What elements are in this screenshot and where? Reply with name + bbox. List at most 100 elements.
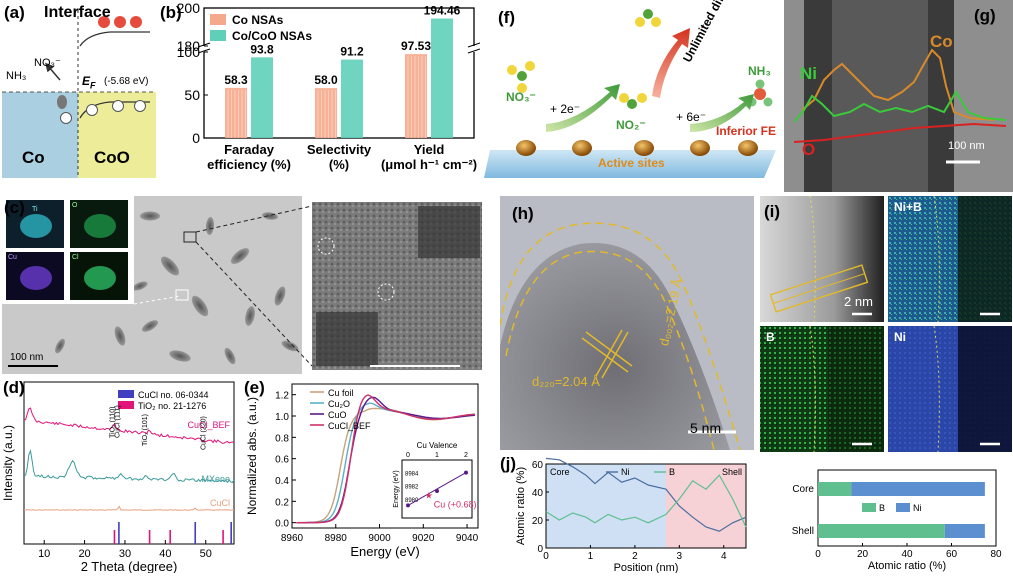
bar-value-label: 93.8: [250, 42, 274, 56]
x-tick-label: 9000: [368, 533, 391, 544]
panel-b-label: (b): [160, 3, 182, 22]
y-tick-label: 100: [177, 44, 201, 60]
panel-e: (e) 8960 8980 9000 9020 9040 0.0 0.2 0.4 0.6 0.8 1…: [240, 376, 484, 573]
catalyst-surface: [484, 150, 776, 178]
stacked-bar-ni: [851, 482, 985, 496]
scale-bar-g: 100 nm: [948, 140, 985, 152]
scale-bar-h: 5 nm: [690, 420, 722, 436]
panel-a: (a) Interface NO₃⁻ NH₃ EF (-5.68 eV) Co …: [0, 0, 158, 180]
x-tick-label: 40: [159, 548, 171, 560]
curve-cucl-bef: [23, 407, 235, 444]
y-tick-label: 1.0: [275, 412, 289, 423]
bar-co: [405, 54, 427, 138]
y-tick-label: 0.4: [275, 476, 289, 487]
x-tick-label: 80: [990, 549, 1002, 560]
inset-point: [435, 488, 439, 493]
legend-label: Co NSAs: [232, 13, 284, 27]
sites-label: Active sites: [598, 156, 665, 170]
x-tick-label: 0: [543, 551, 549, 562]
x-tick-label: 20: [857, 549, 869, 560]
map-label-ti: Ti: [32, 206, 38, 213]
nanoflake: [191, 295, 209, 317]
x-axis-label: Atomic ratio (%): [868, 560, 946, 572]
series-line-b: [545, 474, 747, 528]
conversion-arrow: [45, 62, 61, 81]
series-line-ni: [545, 457, 747, 532]
legend-label: Cu foil: [328, 388, 354, 398]
plot-frame: [23, 381, 235, 545]
step1-arrow: [546, 84, 620, 132]
outer-shell-boundary: [499, 222, 741, 451]
legend-label: Ni: [621, 467, 630, 477]
bar-value-label: 58.3: [224, 73, 248, 87]
y-tick-label: 0.2: [275, 497, 289, 508]
legend-label: TiO₂ no. 21-1276: [138, 401, 206, 411]
step2-label: + 6e⁻: [676, 110, 707, 124]
panel-i-label: (i): [764, 202, 781, 221]
stacked-bar-ni: [944, 524, 985, 538]
fe-label: Inferior FE: [716, 124, 777, 138]
bar-value-label: 194.46: [424, 4, 461, 18]
holes: [60, 100, 146, 124]
core-region: [546, 464, 666, 548]
tem-images: [2, 196, 482, 374]
peak-label: CuCl (220): [201, 416, 208, 450]
panel-a-label: (a): [4, 3, 25, 22]
no2-label: NO₂⁻: [616, 118, 646, 132]
nanoflake: [205, 217, 215, 235]
inset-x-tick-label: 2: [464, 452, 468, 459]
map-label-cu: Cu: [8, 254, 17, 261]
adsorbate-icon: [57, 95, 67, 109]
region-label-shell: Shell: [722, 467, 742, 477]
panel-c-label: (c): [4, 198, 25, 217]
hrtem-shell-image: [499, 196, 754, 451]
x-tick-label: 3: [677, 551, 683, 562]
stacked-bar-b: [818, 524, 945, 538]
x-axis-label: Energy (eV): [350, 544, 419, 559]
x-tick-label: 4: [721, 551, 727, 562]
x-axis-label: 2 Theta (degree): [81, 559, 178, 573]
nanoflake: [140, 211, 160, 221]
nitrate-molecule: [507, 61, 535, 93]
inset-highlight-label: Cu (+0.68): [434, 500, 477, 510]
peak-label: TiO₂ (110): [109, 407, 116, 439]
panel-a-diagram: [2, 10, 156, 178]
nitrate-label: NO₃⁻: [34, 57, 61, 69]
x-tick-label: 1: [588, 551, 594, 562]
category-label: (μmol h⁻¹ cm⁻²): [381, 157, 477, 172]
coo-label: CoO: [94, 148, 130, 167]
category-label: efficiency (%): [207, 157, 291, 172]
y-tick-label: 0.8: [275, 433, 289, 444]
panel-b: (b) 0 50 100 180 200 58.3 93.8 Faraday efficienc…: [158, 0, 481, 180]
electrons: [98, 16, 142, 28]
panel-g: (g) Co Ni O 100 nm: [784, 0, 1013, 192]
y-tick-label: 1.2: [275, 391, 289, 402]
bar-value-label: 58.0: [314, 73, 338, 87]
bar-value-label: 91.2: [340, 45, 364, 59]
curve-mxene: [23, 449, 235, 484]
y-tick-label: 60: [532, 460, 544, 471]
map-label-cl: Cl: [72, 254, 79, 261]
category-label: Yield: [414, 142, 445, 157]
core-shell-ratio-chart: 0 20 40 60 80 Atomic ratio (%) Core Shell B Ni: [792, 469, 1002, 572]
hrtem-inset-1: [418, 206, 480, 258]
scale-bar-c: 100 nm: [10, 352, 44, 363]
nanoflake: [224, 347, 236, 365]
map-label-b: B: [766, 330, 775, 344]
bar-co: [315, 88, 337, 138]
y-tick-label: 0: [192, 130, 200, 146]
co-trace-label: Co: [930, 32, 953, 51]
bar-co: [225, 87, 247, 138]
curve-cucl: [24, 505, 234, 511]
inset-highlight-point: ★: [425, 491, 433, 501]
map-label-o: O: [72, 202, 78, 209]
y-tick-label: 0.6: [275, 455, 289, 466]
legend-label: Co/CoO NSAs: [232, 29, 312, 43]
inset-y-axis-label: Energy (eV): [393, 470, 400, 507]
panel-j: (j) 0 1 2 3 4 0 20 40 60 Position (nm) Atomic rati…: [484, 452, 1013, 573]
y-axis-label: Normalized abs. (a.u.): [245, 397, 259, 515]
panel-c: (c) Ti O Cu Cl 100 nm: [0, 196, 484, 376]
plot-frame: [545, 463, 747, 549]
series-label: CuCl_BEF: [187, 420, 230, 430]
y-tick-label: 20: [532, 516, 544, 527]
